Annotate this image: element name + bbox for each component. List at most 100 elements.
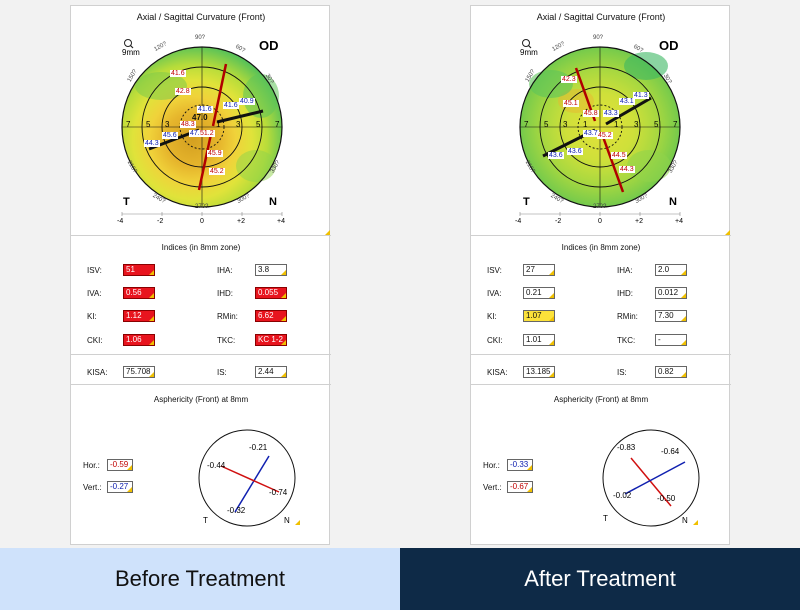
ihd-value[interactable]: 0.055: [255, 287, 287, 299]
ring-label: 7: [673, 120, 678, 129]
isv-value[interactable]: 51: [123, 264, 155, 276]
tkc-label: TKC:: [217, 336, 236, 345]
kisa-value[interactable]: 13.185: [523, 366, 555, 378]
cki-value[interactable]: 1.06: [123, 334, 155, 346]
iha-label: IHA:: [217, 266, 233, 275]
degree-label-90: 90?: [593, 35, 604, 41]
degree-label-270: 270?: [593, 204, 607, 210]
curvature-value: 51.2: [199, 130, 215, 137]
map-title: Axial / Sagittal Curvature (Front): [136, 12, 266, 22]
scale-label: -2: [157, 218, 164, 225]
vertical-asphericity-axis: [234, 455, 270, 513]
dial-nasal-label: N: [284, 516, 290, 525]
curvature-value: 45.8: [583, 110, 599, 117]
hor-label: Hor.:: [83, 461, 100, 470]
ring-label: 3: [634, 120, 639, 129]
curvature-value: 45.6: [162, 132, 178, 139]
before-scale-ticks: [121, 212, 283, 216]
curvature-value: 43.3: [603, 110, 619, 117]
scale-label: -4: [117, 218, 124, 225]
axis-value-left: -0.44: [207, 461, 226, 470]
scale-label: +2: [635, 218, 643, 225]
is-value[interactable]: 0.82: [655, 366, 687, 378]
kisa-value[interactable]: 75.708: [123, 366, 155, 378]
before-curvature-map: Axial / Sagittal Curvature (Front) 9mm O…: [71, 6, 331, 236]
vert-label: Vert.:: [83, 483, 102, 492]
iha-value[interactable]: 3.8: [255, 264, 287, 276]
isv-value[interactable]: 27: [523, 264, 555, 276]
is-value[interactable]: 2.44: [255, 366, 287, 378]
temporal-label: T: [123, 196, 130, 208]
ki-value[interactable]: 1.12: [123, 310, 155, 322]
axis-value-left: -0.02: [613, 491, 632, 500]
isv-label: ISV:: [487, 266, 502, 275]
scale-label: 0: [598, 218, 602, 225]
after-caption: After Treatment: [400, 548, 800, 610]
cki-value[interactable]: 1.01: [523, 334, 555, 346]
ihd-label: IHD:: [217, 289, 233, 298]
after-side: Axial / Sagittal Curvature (Front) 9mm O…: [400, 0, 800, 610]
rmin-label: RMin:: [217, 312, 238, 321]
kisa-label: KISA:: [487, 368, 508, 377]
indices-title: Indices (in 8mm zone): [161, 243, 241, 252]
ihd-label: IHD:: [617, 289, 633, 298]
curvature-value: 41.3: [633, 92, 649, 99]
dial-temporal-label: T: [203, 516, 208, 525]
curvature-value: 47.5: [189, 130, 205, 137]
ring-label: 7: [126, 120, 131, 129]
curvature-value: 42.3: [561, 76, 577, 83]
magnifier-icon[interactable]: [124, 39, 134, 49]
tkc-value[interactable]: KC 1-2: [255, 334, 287, 346]
curvature-value: 43.6: [567, 148, 583, 155]
is-label: IS:: [617, 368, 627, 377]
before-steep-axis: [211, 63, 228, 127]
zoom-label[interactable]: 9mm: [122, 48, 140, 57]
hor-value[interactable]: -0.59: [107, 459, 133, 471]
ring-label: 5: [256, 120, 261, 129]
rmin-value[interactable]: 7.30: [655, 310, 687, 322]
vert-value[interactable]: -0.27: [107, 481, 133, 493]
ring-label: 1: [583, 120, 588, 129]
zoom-label[interactable]: 9mm: [520, 48, 538, 57]
cki-label: CKI:: [87, 336, 103, 345]
ihd-value[interactable]: 0.012: [655, 287, 687, 299]
magnifier-icon[interactable]: [522, 39, 532, 49]
asphericity-dial: [602, 429, 700, 527]
vert-label: Vert.:: [483, 483, 502, 492]
scale-label: +4: [277, 218, 285, 225]
degree-label-270: 270?: [195, 204, 209, 210]
ring-label: 3: [563, 120, 568, 129]
curvature-value: 41.6: [197, 106, 213, 113]
iva-label: IVA:: [487, 289, 502, 298]
ring-label: 7: [524, 120, 529, 129]
hor-value[interactable]: -0.33: [507, 459, 533, 471]
iva-value[interactable]: 0.21: [523, 287, 555, 299]
ring-label: 5: [544, 120, 549, 129]
iva-value[interactable]: 0.56: [123, 287, 155, 299]
tkc-value[interactable]: -: [655, 334, 687, 346]
axis-value-top: -0.83: [617, 443, 636, 452]
rmin-label: RMin:: [617, 312, 638, 321]
iha-label: IHA:: [617, 266, 633, 275]
kisa-label: KISA:: [87, 368, 108, 377]
ki-value[interactable]: 1.07: [523, 310, 555, 322]
ring-label: 1: [614, 120, 619, 129]
before-side: Axial / Sagittal Curvature (Front) 9mm O…: [0, 0, 400, 610]
curvature-value: 45.2: [597, 132, 613, 139]
eye-label: OD: [659, 38, 679, 53]
vert-value[interactable]: -0.67: [507, 481, 533, 493]
scale-label: -2: [555, 218, 562, 225]
axis-value-bottom: -0.50: [657, 494, 676, 503]
isv-label: ISV:: [87, 266, 102, 275]
iha-value[interactable]: 2.0: [655, 264, 687, 276]
ring-label: 1: [216, 120, 221, 129]
nasal-label: N: [669, 196, 677, 208]
rmin-value[interactable]: 6.62: [255, 310, 287, 322]
curvature-value: 44.3: [619, 166, 635, 173]
curvature-value: 43.7: [583, 130, 599, 137]
after-scale-ticks: [519, 212, 681, 216]
horizontal-asphericity-axis: [220, 465, 280, 493]
before-map-svg: [121, 39, 283, 216]
after-topography-panel: Axial / Sagittal Curvature (Front) 9mm O…: [470, 5, 731, 545]
